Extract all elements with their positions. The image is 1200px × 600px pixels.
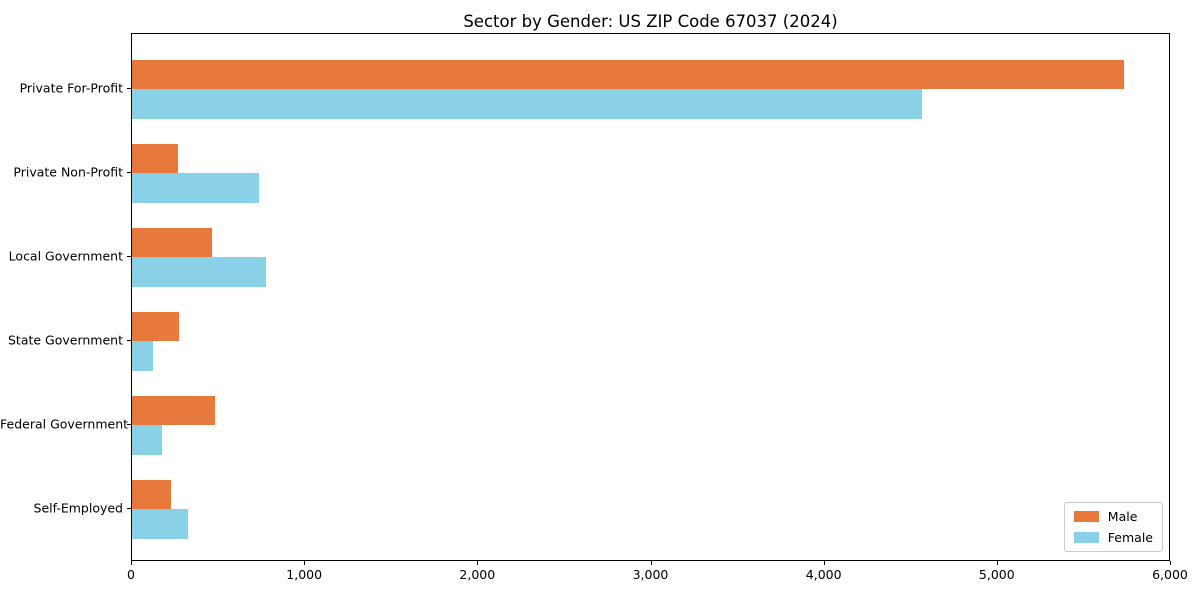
bar-female-state-government xyxy=(132,341,153,371)
legend-entry-male: Male xyxy=(1073,509,1153,524)
x-tick-label-3-000: 3,000 xyxy=(632,567,669,582)
y-tick-mark xyxy=(127,172,131,173)
plot-area: Male Female xyxy=(131,33,1170,561)
x-tick-label-5-000: 5,000 xyxy=(978,567,1015,582)
bar-female-private-for-profit xyxy=(132,89,922,119)
chart-title: Sector by Gender: US ZIP Code 67037 (202… xyxy=(463,12,838,31)
x-tick-mark xyxy=(477,561,479,565)
bar-male-private-for-profit xyxy=(132,59,1124,89)
bar-male-state-government xyxy=(132,311,179,341)
bar-male-private-non-profit xyxy=(132,143,178,173)
y-tick-label-self-employed: Self-Employed xyxy=(33,500,123,516)
bar-male-local-government xyxy=(132,227,212,257)
bar-female-self-employed xyxy=(132,509,189,539)
y-tick-label-private-non-profit: Private Non-Profit xyxy=(13,164,123,180)
x-tick-mark xyxy=(1170,561,1171,565)
y-tick-mark xyxy=(127,88,131,89)
legend: Male Female xyxy=(1063,502,1163,552)
x-tick-mark xyxy=(823,561,825,565)
y-tick-mark xyxy=(127,340,131,341)
y-tick-mark xyxy=(127,508,131,509)
bar-female-private-non-profit xyxy=(132,173,259,203)
y-tick-mark xyxy=(127,424,131,425)
bar-female-local-government xyxy=(132,257,267,287)
y-tick-label-federal-government: Federal Government xyxy=(0,416,129,432)
y-tick-mark xyxy=(127,256,131,257)
legend-label-female: Female xyxy=(1107,530,1153,545)
bar-male-self-employed xyxy=(132,479,172,509)
bar-male-federal-government xyxy=(132,395,215,425)
x-tick-label-0: 0 xyxy=(127,567,135,582)
x-tick-label-2-000: 2,000 xyxy=(459,567,496,582)
legend-swatch-female xyxy=(1073,532,1099,543)
x-tick-mark xyxy=(304,561,306,565)
x-tick-label-1-000: 1,000 xyxy=(286,567,323,582)
bar-female-federal-government xyxy=(132,425,163,455)
y-tick-label-local-government: Local Government xyxy=(8,248,123,264)
y-tick-label-state-government: State Government xyxy=(7,332,123,348)
legend-swatch-male xyxy=(1073,511,1099,522)
x-tick-label-4-000: 4,000 xyxy=(805,567,842,582)
x-tick-mark xyxy=(650,561,652,565)
x-tick-mark xyxy=(131,561,132,565)
x-tick-label-6-000: 6,000 xyxy=(1152,567,1188,582)
y-tick-label-private-for-profit: Private For-Profit xyxy=(19,80,123,96)
x-tick-mark xyxy=(996,561,998,565)
legend-entry-female: Female xyxy=(1073,530,1153,545)
legend-label-male: Male xyxy=(1107,509,1138,524)
